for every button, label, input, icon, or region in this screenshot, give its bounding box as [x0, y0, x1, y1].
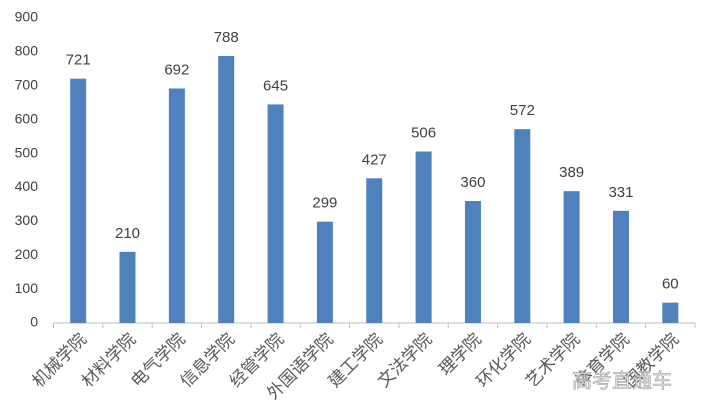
- y-tick-label: 600: [15, 110, 39, 126]
- value-label: 210: [115, 225, 140, 242]
- value-label: 427: [362, 151, 387, 168]
- value-label: 572: [510, 102, 535, 119]
- bar: [415, 151, 432, 323]
- y-tick-label: 300: [15, 212, 39, 228]
- bar: [662, 302, 679, 323]
- y-tick-label: 800: [15, 43, 39, 59]
- y-tick-label: 100: [15, 280, 39, 296]
- bar: [218, 55, 235, 323]
- bar: [464, 201, 481, 323]
- value-label: 331: [608, 184, 633, 201]
- y-tick-label: 500: [15, 144, 39, 160]
- y-tick-label: 0: [30, 314, 38, 330]
- bar: [119, 251, 136, 323]
- value-label: 721: [66, 52, 91, 69]
- value-label: 389: [559, 164, 584, 181]
- value-label: 645: [263, 77, 288, 94]
- bar: [70, 78, 87, 324]
- value-label: 299: [312, 195, 337, 212]
- value-label: 60: [662, 276, 679, 293]
- value-label: 506: [411, 124, 436, 141]
- y-tick-label: 200: [15, 246, 39, 262]
- x-tick-label: 文法学院: [374, 330, 436, 392]
- bar: [267, 104, 284, 324]
- value-label: 788: [214, 29, 239, 46]
- bar: [514, 129, 531, 323]
- y-tick-label: 900: [15, 9, 39, 25]
- y-tick-label: 400: [15, 178, 39, 194]
- y-tick-label: 700: [15, 76, 39, 92]
- bar: [612, 210, 629, 323]
- value-label: 692: [164, 61, 189, 78]
- bar: [563, 191, 580, 323]
- bar: [366, 178, 383, 323]
- value-label: 360: [460, 174, 485, 191]
- bar: [316, 221, 333, 323]
- watermark: 高考直通车: [572, 369, 672, 392]
- bar: [168, 88, 185, 323]
